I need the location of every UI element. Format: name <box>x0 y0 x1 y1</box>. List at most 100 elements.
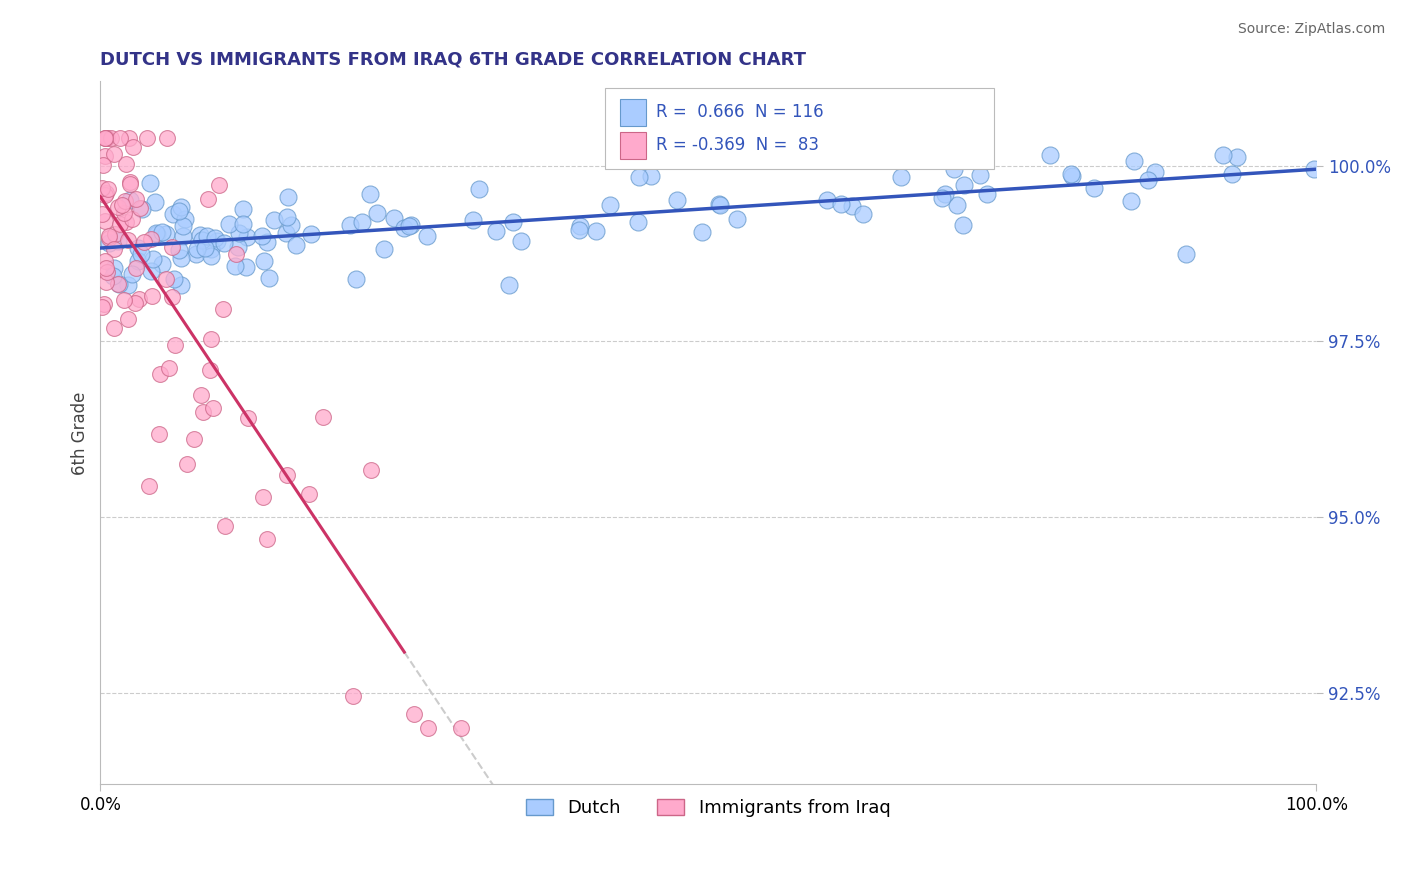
Point <box>104 227 127 242</box>
Point <box>218 217 240 231</box>
Point <box>101 269 124 284</box>
Point <box>498 277 520 292</box>
Point <box>176 457 198 471</box>
Point <box>1302 161 1324 176</box>
Point <box>131 202 153 216</box>
Point <box>184 247 207 261</box>
Point <box>115 215 138 229</box>
Point <box>235 260 257 274</box>
Point <box>463 212 485 227</box>
Point <box>568 223 591 237</box>
Point <box>709 198 731 212</box>
Point <box>263 213 285 227</box>
Point <box>450 721 472 735</box>
Point <box>96 130 118 145</box>
Point <box>193 241 215 255</box>
Point <box>103 146 125 161</box>
Point <box>1039 148 1062 162</box>
Point <box>1143 165 1166 179</box>
Point <box>510 234 533 248</box>
Point <box>416 721 439 735</box>
Point <box>312 410 335 425</box>
Point <box>339 218 361 232</box>
Point <box>117 311 139 326</box>
Point <box>120 175 142 189</box>
Point <box>124 296 146 310</box>
Point <box>284 237 307 252</box>
Point <box>200 332 222 346</box>
Point <box>129 201 152 215</box>
Point <box>108 277 131 291</box>
Point <box>931 191 953 205</box>
Point <box>585 224 607 238</box>
Point <box>228 227 250 241</box>
Point <box>628 169 651 184</box>
Point <box>484 224 506 238</box>
Point <box>114 194 136 208</box>
Point <box>107 234 129 248</box>
Point <box>344 271 367 285</box>
Point <box>224 259 246 273</box>
Point <box>569 219 592 234</box>
Point <box>665 193 688 207</box>
Point <box>103 242 125 256</box>
Point <box>172 219 194 233</box>
Point <box>256 235 278 249</box>
Point <box>204 231 226 245</box>
Point <box>162 207 184 221</box>
Point <box>1220 167 1243 181</box>
Point <box>115 156 138 170</box>
Point <box>96 130 118 145</box>
Text: Source: ZipAtlas.com: Source: ZipAtlas.com <box>1237 22 1385 37</box>
Point <box>277 190 299 204</box>
Point <box>98 231 121 245</box>
Point <box>149 368 172 382</box>
Point <box>143 194 166 209</box>
Point <box>1212 148 1234 162</box>
Point <box>188 228 211 243</box>
Point <box>96 275 118 289</box>
Point <box>96 265 118 279</box>
Point <box>103 321 125 335</box>
Point <box>112 205 135 219</box>
Point <box>155 227 177 241</box>
Point <box>163 271 186 285</box>
Point <box>94 214 117 228</box>
Y-axis label: 6th Grade: 6th Grade <box>72 392 89 475</box>
Point <box>200 363 222 377</box>
Point <box>359 186 381 201</box>
Point <box>360 463 382 477</box>
Point <box>969 168 991 182</box>
Point <box>852 207 875 221</box>
Point <box>127 254 149 268</box>
Point <box>165 338 187 352</box>
Point <box>208 178 231 192</box>
Point <box>108 217 131 231</box>
Point <box>952 178 974 193</box>
Point <box>93 149 115 163</box>
Point <box>976 186 998 201</box>
Point <box>250 228 273 243</box>
Point <box>97 182 120 196</box>
Point <box>399 218 422 232</box>
Point <box>160 240 183 254</box>
Point <box>112 293 135 308</box>
Point <box>394 221 416 235</box>
FancyBboxPatch shape <box>605 88 994 169</box>
Point <box>1225 150 1247 164</box>
Point <box>128 292 150 306</box>
Point <box>257 271 280 285</box>
Point <box>1060 167 1083 181</box>
Point <box>352 215 374 229</box>
Point <box>150 257 173 271</box>
Point <box>90 301 112 315</box>
Point <box>640 169 662 183</box>
Point <box>155 272 177 286</box>
Point <box>200 249 222 263</box>
Point <box>121 140 143 154</box>
Point <box>502 215 524 229</box>
Point <box>214 519 236 533</box>
Point <box>110 130 132 145</box>
Point <box>94 188 117 202</box>
Point <box>183 432 205 446</box>
